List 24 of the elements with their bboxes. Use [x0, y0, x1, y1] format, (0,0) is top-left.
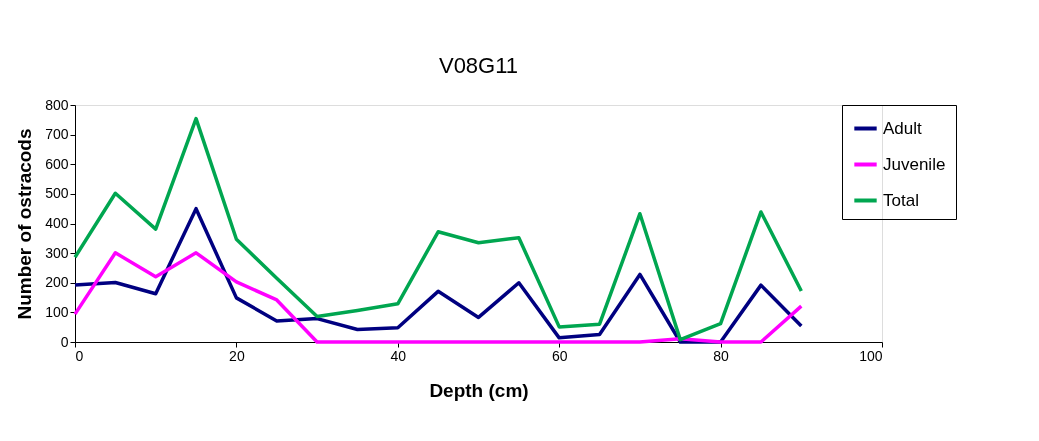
- legend-label: Total: [883, 190, 919, 210]
- line-series: [73, 251, 804, 344]
- chart-title: V08G11: [438, 53, 519, 78]
- y-tick-label: 500: [45, 185, 69, 202]
- line-series: [73, 206, 804, 344]
- y-tick-label: 700: [45, 126, 69, 143]
- y-tick-label: 100: [45, 303, 69, 320]
- y-tick-label: 400: [45, 215, 69, 231]
- x-tick-label: 20: [229, 347, 245, 364]
- y-tick-label: 0: [60, 333, 69, 350]
- y-axis-title: Number of ostracods: [14, 128, 36, 320]
- y-tick-label: 300: [45, 244, 69, 261]
- x-tick-label: 40: [390, 347, 407, 364]
- line-series: [73, 116, 804, 342]
- x-tick-label: 100: [859, 347, 883, 364]
- legend-label: Adult: [883, 118, 923, 138]
- x-tick-label: 60: [551, 347, 568, 364]
- legend-label: Juvenile: [883, 154, 946, 174]
- x-tick-label: 80: [713, 347, 730, 364]
- y-tick-label: 200: [45, 274, 69, 291]
- y-tick-label: 800: [45, 96, 69, 113]
- x-axis-title: Depth (cm): [429, 379, 529, 401]
- y-tick-label: 600: [45, 155, 69, 172]
- x-tick-label: 0: [75, 347, 84, 364]
